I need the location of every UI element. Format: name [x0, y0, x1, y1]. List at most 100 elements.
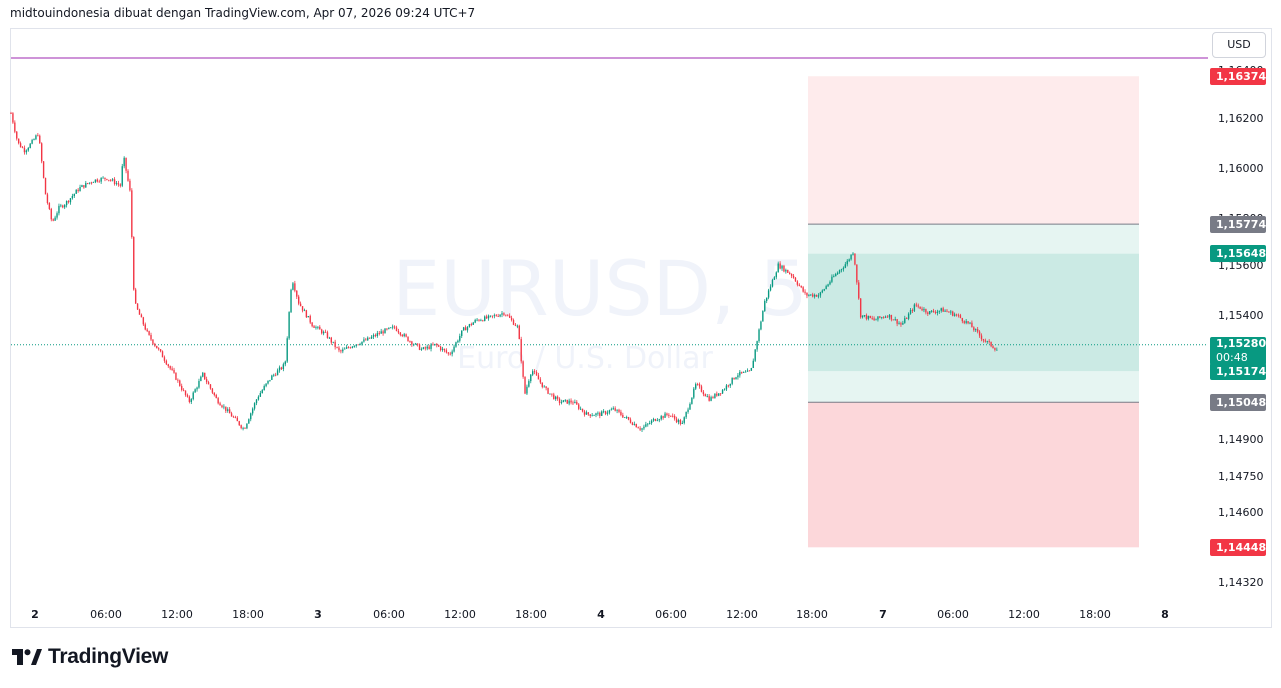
candle-body[interactable] — [752, 360, 754, 369]
candle-body[interactable] — [764, 300, 766, 311]
candle-body[interactable] — [973, 327, 975, 331]
target-zone-upper[interactable] — [808, 76, 1139, 225]
candle-body[interactable] — [380, 331, 382, 334]
candle-body[interactable] — [635, 424, 637, 428]
candle-body[interactable] — [790, 273, 793, 276]
tradingview-logo[interactable]: TradingView — [12, 645, 168, 669]
candle-body[interactable] — [219, 403, 221, 406]
candle-body[interactable] — [154, 343, 156, 346]
candle-body[interactable] — [533, 371, 536, 373]
candle-body[interactable] — [643, 426, 645, 429]
candle-body[interactable] — [336, 347, 338, 348]
candle-body[interactable] — [555, 396, 557, 400]
candle-body[interactable] — [873, 318, 875, 321]
candle-body[interactable] — [246, 423, 248, 429]
candle-body[interactable] — [980, 335, 983, 340]
candle-body[interactable] — [144, 324, 146, 330]
candle-body[interactable] — [422, 347, 425, 349]
candle-body[interactable] — [73, 193, 75, 196]
candle-body[interactable] — [248, 419, 250, 424]
candle-body[interactable] — [87, 183, 89, 184]
candle-body[interactable] — [675, 418, 678, 423]
candle-body[interactable] — [890, 314, 893, 320]
candle-body[interactable] — [877, 316, 879, 320]
candle-body[interactable] — [996, 349, 998, 351]
candle-body[interactable] — [227, 409, 229, 411]
candle-body[interactable] — [952, 311, 954, 316]
candle-body[interactable] — [169, 366, 171, 369]
candle-body[interactable] — [438, 345, 440, 347]
candle-body[interactable] — [211, 388, 214, 393]
candle-body[interactable] — [938, 310, 941, 312]
candle-body[interactable] — [911, 310, 914, 311]
candle-body[interactable] — [915, 304, 917, 306]
candle-body[interactable] — [625, 417, 628, 418]
candle-body[interactable] — [591, 415, 593, 417]
candle-body[interactable] — [842, 267, 845, 270]
candle-body[interactable] — [620, 411, 622, 415]
candle-body[interactable] — [424, 347, 426, 349]
candle-body[interactable] — [397, 330, 400, 333]
candle-body[interactable] — [629, 419, 632, 423]
candle-body[interactable] — [83, 185, 85, 188]
candle-body[interactable] — [250, 413, 252, 420]
candle-body[interactable] — [338, 347, 340, 351]
candle-body[interactable] — [67, 201, 70, 203]
candle-body[interactable] — [545, 386, 547, 389]
candle-body[interactable] — [689, 403, 691, 410]
candle-body[interactable] — [33, 139, 35, 141]
candle-body[interactable] — [42, 161, 45, 178]
candle-body[interactable] — [531, 371, 534, 375]
candle-body[interactable] — [152, 339, 154, 344]
candle-body[interactable] — [785, 269, 787, 272]
candle-body[interactable] — [290, 289, 292, 313]
candle-body[interactable] — [913, 304, 916, 311]
candle-body[interactable] — [836, 272, 839, 275]
candle-body[interactable] — [71, 195, 74, 199]
candle-body[interactable] — [835, 274, 837, 277]
candle-body[interactable] — [85, 183, 87, 188]
candle-body[interactable] — [719, 393, 722, 395]
candle-body[interactable] — [493, 315, 496, 317]
candle-body[interactable] — [44, 177, 47, 195]
candle-body[interactable] — [426, 346, 428, 349]
candle-body[interactable] — [512, 319, 515, 325]
candle-body[interactable] — [163, 357, 166, 361]
candle-body[interactable] — [113, 179, 116, 184]
candle-body[interactable] — [466, 326, 469, 331]
candle-body[interactable] — [497, 316, 499, 317]
candle-body[interactable] — [896, 319, 898, 324]
candle-body[interactable] — [762, 310, 764, 322]
candle-body[interactable] — [975, 329, 977, 331]
candle-body[interactable] — [838, 270, 841, 273]
candle-body[interactable] — [265, 383, 267, 387]
candle-body[interactable] — [955, 314, 958, 316]
candle-body[interactable] — [627, 417, 630, 420]
candle-body[interactable] — [171, 368, 173, 370]
candle-body[interactable] — [783, 265, 785, 272]
position-tool-zones[interactable] — [808, 76, 1139, 548]
candle-body[interactable] — [574, 401, 576, 404]
candle-body[interactable] — [102, 177, 104, 179]
candle-body[interactable] — [516, 325, 519, 327]
candle-body[interactable] — [639, 428, 641, 430]
candle-body[interactable] — [430, 344, 432, 349]
candle-body[interactable] — [294, 283, 296, 291]
candle-body[interactable] — [535, 371, 538, 376]
candle-body[interactable] — [184, 390, 187, 395]
candle-body[interactable] — [179, 380, 181, 386]
candle-body[interactable] — [489, 315, 492, 317]
candle-body[interactable] — [190, 399, 192, 402]
candle-body[interactable] — [284, 361, 286, 365]
candle-body[interactable] — [695, 384, 697, 389]
candle-body[interactable] — [117, 183, 120, 185]
candle-body[interactable] — [978, 331, 981, 336]
candle-body[interactable] — [156, 345, 158, 349]
candle-body[interactable] — [395, 327, 398, 331]
candle-body[interactable] — [276, 370, 279, 376]
entry-band[interactable] — [808, 224, 1139, 403]
take-profit-zone[interactable] — [808, 253, 1139, 372]
candle-body[interactable] — [209, 384, 212, 389]
candle-body[interactable] — [810, 294, 812, 296]
candle-body[interactable] — [393, 326, 396, 328]
